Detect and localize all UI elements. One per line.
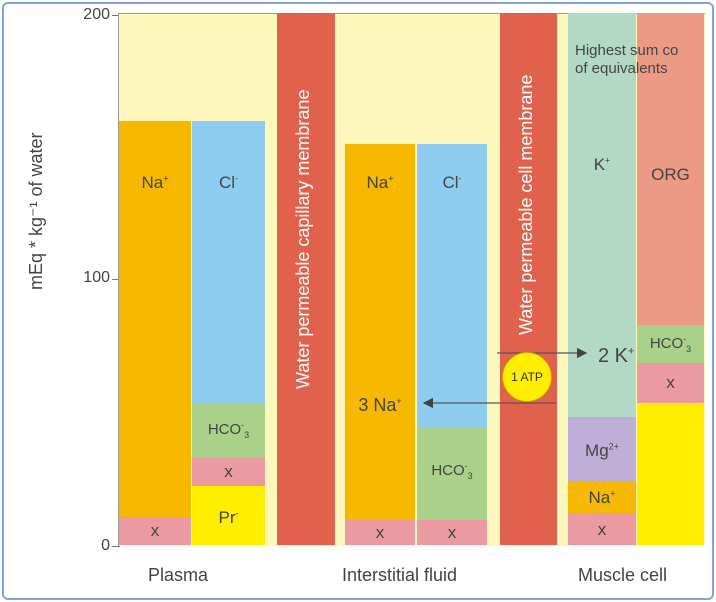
interstitial-na-label: Na+ <box>366 173 394 192</box>
interstitial-cl-label: Cl- <box>442 173 462 192</box>
muscle-k-label: K+ <box>593 155 611 174</box>
muscle-mg-label: Mg2+ <box>585 441 619 460</box>
interstitial-na-bar: Na+ 3 Na+ <box>345 144 415 520</box>
y-tick-200: 200 <box>83 6 110 23</box>
muscle-mg-bar: Mg2+ <box>568 417 636 481</box>
muscle-x-right: x <box>637 363 704 403</box>
interstitial-hco3-bar: HCO-3 <box>417 428 487 520</box>
plasma-pr-label: Pr- <box>218 508 239 527</box>
muscle-hco3-label: HCO-3 <box>649 334 692 354</box>
muscle-note: Highest sum co of equivalents <box>568 38 704 88</box>
muscle-x-left-label: x <box>597 520 607 539</box>
muscle-yellow-bar <box>637 403 704 545</box>
group-label-interstitial: Interstitial fluid <box>342 565 458 585</box>
plasma-cl-label: Cl- <box>218 173 239 192</box>
muscle-hco3-bar: HCO-3 <box>637 325 704 363</box>
plasma-x-mid-label: x <box>224 462 233 481</box>
muscle-na-label: Na+ <box>588 488 616 507</box>
plasma-pr-bar: Pr- <box>192 486 265 545</box>
group-label-muscle: Muscle cell <box>578 565 668 585</box>
capillary-membrane: Water permeable capillary membrane <box>277 13 335 545</box>
group-label-plasma: Plasma <box>148 565 209 585</box>
plasma-hco3-label: HCO-3 <box>207 420 250 440</box>
y-tick-0: 0 <box>101 537 110 554</box>
y-tick-mark <box>112 15 120 16</box>
interstitial-x-right: x <box>417 520 487 545</box>
interstitial-cl-bar: Cl- <box>417 144 487 428</box>
plasma-na-bar: Na+ <box>119 121 191 517</box>
y-tick-100: 100 <box>83 269 110 286</box>
muscle-org-bar: ORG <box>637 13 704 325</box>
plasma-x-bottom-label: x <box>150 521 160 540</box>
muscle-org-label: ORG <box>651 165 690 184</box>
cell-membrane: Water permeable cell membrane <box>500 13 557 545</box>
interstitial-x-left-label: x <box>375 523 385 542</box>
plasma-x-bottom: x <box>119 517 191 545</box>
y-tick-mark <box>112 279 120 280</box>
plasma-cl-bar: Cl- <box>192 121 265 403</box>
plasma-na-label: Na+ <box>141 173 169 192</box>
interstitial-hco3-label: HCO-3 <box>431 461 473 481</box>
muscle-note-line2: of equivalents <box>575 60 668 77</box>
muscle-note-line1: Highest sum co <box>575 42 679 59</box>
interstitial-3na-label: 3 Na+ <box>358 395 402 415</box>
y-tick-mark <box>112 546 120 547</box>
interstitial-x-left: x <box>345 520 415 545</box>
atp-circle: 1 ATP <box>502 352 552 402</box>
muscle-x-left: x <box>568 513 636 545</box>
plasma-hco3-bar: HCO-3 <box>192 403 265 458</box>
interstitial-x-right-label: x <box>447 523 457 542</box>
muscle-x-right-label: x <box>666 373 675 392</box>
plasma-x-mid: x <box>192 458 265 486</box>
muscle-na-bar: Na+ <box>568 481 636 513</box>
muscle-2k-label: 2 K+ <box>598 345 635 367</box>
